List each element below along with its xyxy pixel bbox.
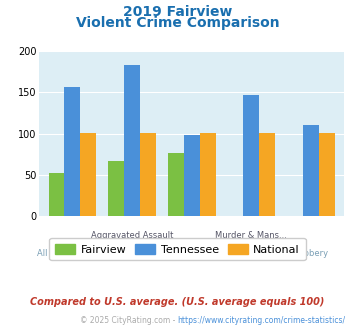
Text: https://www.cityrating.com/crime-statistics/: https://www.cityrating.com/crime-statist…: [178, 316, 346, 325]
Bar: [200, 133, 215, 216]
Bar: [259, 133, 275, 216]
Bar: [244, 95, 259, 216]
Text: Aggravated Assault: Aggravated Assault: [91, 231, 173, 240]
Bar: [303, 125, 319, 216]
Text: © 2025 CityRating.com -: © 2025 CityRating.com -: [80, 316, 178, 325]
Text: Murder & Mans...: Murder & Mans...: [215, 231, 287, 240]
Legend: Fairview, Tennessee, National: Fairview, Tennessee, National: [49, 238, 306, 260]
Text: Compared to U.S. average. (U.S. average equals 100): Compared to U.S. average. (U.S. average …: [30, 297, 325, 307]
Bar: [319, 133, 335, 216]
Bar: [184, 135, 200, 216]
Bar: [168, 152, 184, 216]
Bar: [124, 65, 140, 216]
Bar: [65, 87, 80, 216]
Text: Violent Crime Comparison: Violent Crime Comparison: [76, 16, 279, 30]
Text: All Violent Crime: All Violent Crime: [37, 249, 108, 258]
Bar: [49, 173, 65, 216]
Bar: [108, 161, 124, 216]
Text: Rape: Rape: [181, 249, 202, 258]
Bar: [140, 133, 156, 216]
Text: 2019 Fairview: 2019 Fairview: [123, 5, 232, 19]
Text: Robbery: Robbery: [293, 249, 328, 258]
Bar: [80, 133, 96, 216]
